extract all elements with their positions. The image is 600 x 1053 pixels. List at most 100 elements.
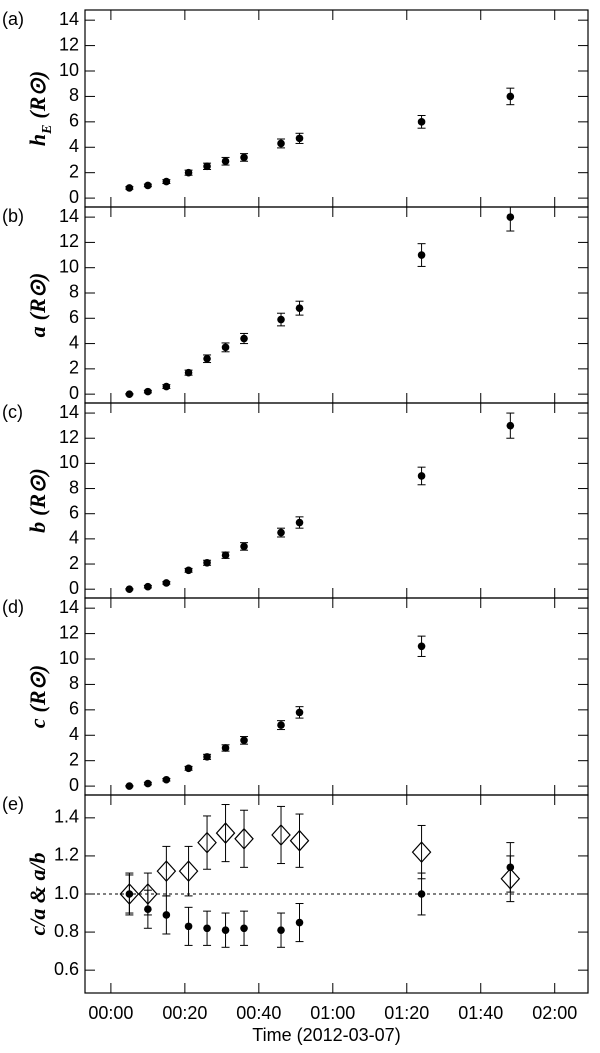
dot-marker <box>184 922 193 931</box>
dot-marker <box>417 890 426 898</box>
dot-marker <box>203 162 211 171</box>
dot-marker <box>417 472 426 480</box>
error-bar <box>506 598 515 599</box>
y-tick-label: 14 <box>59 402 79 422</box>
dot-marker <box>221 157 230 166</box>
dot-marker <box>277 926 285 934</box>
panel-label: (d) <box>2 597 24 617</box>
panel-label: (e) <box>2 794 24 814</box>
y-tick-label: 12 <box>59 622 79 642</box>
error-bar <box>221 804 230 863</box>
error-bar <box>240 809 249 868</box>
x-tick-label: 02:00 <box>532 1003 577 1023</box>
dot-marker <box>507 579 515 587</box>
x-tick-label: 01:40 <box>458 1003 503 1023</box>
y-tick-label: 8 <box>69 477 79 497</box>
x-tick-label: 01:00 <box>310 1003 355 1023</box>
dot-marker <box>203 354 211 363</box>
diamond-marker <box>411 841 432 864</box>
dot-marker <box>240 334 248 343</box>
y-tick-label: 12 <box>59 231 79 251</box>
y-tick-label: 2 <box>69 358 79 378</box>
dot-marker <box>184 168 193 177</box>
dot-marker <box>221 926 230 934</box>
dot-marker <box>295 518 304 527</box>
dot-marker <box>221 744 230 752</box>
y-axis-label-part: c/a & a/b <box>25 852 50 935</box>
dot-marker <box>144 181 152 190</box>
dot-marker <box>184 764 193 773</box>
y-tick-label: 10 <box>59 648 79 668</box>
y-axis-label: c (R⊙) <box>25 665 50 729</box>
dot-marker <box>240 924 248 933</box>
y-tick-label: 10 <box>59 256 79 276</box>
y-tick-label: 2 <box>69 749 79 769</box>
diamond-marker <box>234 827 254 850</box>
x-axis-label: Time (2012-03-07) <box>252 1025 400 1045</box>
y-axis-label: b (R⊙) <box>25 468 50 533</box>
dot-marker <box>417 251 426 259</box>
plot-area <box>125 579 515 790</box>
dot-marker <box>240 153 248 162</box>
error-bar <box>184 845 193 897</box>
error-bar <box>506 855 515 903</box>
error-bar <box>417 824 426 880</box>
y-axis-label-part: (R⊙) <box>25 665 50 713</box>
y-axis-label-part: b <box>25 522 50 533</box>
plot-area <box>125 412 515 593</box>
plot-frame <box>84 206 589 404</box>
dot-marker <box>162 775 171 784</box>
dot-marker <box>144 387 152 396</box>
y-axis-label-part: (R⊙) <box>25 468 50 516</box>
dot-marker <box>295 918 304 927</box>
error-bar <box>143 872 152 916</box>
y-tick-label: 12 <box>59 427 79 447</box>
plot-area <box>125 87 515 192</box>
x-tick-label: 00:20 <box>162 1003 207 1023</box>
dot-marker <box>203 753 211 761</box>
y-axis-label-part: (R⊙) <box>25 71 50 119</box>
y-tick-label: 6 <box>69 111 79 131</box>
dot-marker <box>240 736 248 745</box>
dot-marker <box>506 92 515 101</box>
dot-marker <box>162 579 171 587</box>
error-bar <box>277 805 286 865</box>
error-bar <box>203 815 212 870</box>
dot-marker <box>144 779 152 788</box>
dot-marker <box>221 551 230 560</box>
plot-frame <box>84 402 589 599</box>
y-tick-label: 4 <box>69 136 79 156</box>
diamond-marker <box>197 831 217 854</box>
error-bar <box>162 845 171 897</box>
dot-marker <box>184 566 193 575</box>
y-axis-label-part: h <box>25 134 50 146</box>
diamond-marker <box>156 860 177 883</box>
diamond-marker <box>500 867 521 890</box>
dot-marker <box>277 721 285 729</box>
dot-marker <box>125 782 134 790</box>
y-tick-label: 0 <box>69 187 79 207</box>
y-axis-label-part: (R⊙) <box>25 273 50 321</box>
y-tick-label: 0 <box>69 775 79 795</box>
y-tick-label: 0.6 <box>54 959 79 979</box>
x-tick-label: 00:40 <box>236 1003 281 1023</box>
diamond-marker <box>178 860 199 883</box>
y-tick-label: 8 <box>69 282 79 302</box>
y-tick-label: 10 <box>59 452 79 472</box>
x-tick-label: 00:00 <box>88 1003 133 1023</box>
y-tick-label: 4 <box>69 332 79 352</box>
dot-marker <box>203 924 211 933</box>
y-axis-label: c/a & a/b <box>25 852 50 935</box>
dot-marker <box>295 134 304 143</box>
diamond-marker <box>119 883 140 905</box>
dot-marker <box>162 177 171 186</box>
y-axis-label-part: c <box>25 718 50 728</box>
y-tick-label: 2 <box>69 553 79 573</box>
dot-marker <box>125 184 134 192</box>
y-tick-label: 8 <box>69 85 79 105</box>
diamond-marker <box>289 829 310 852</box>
dot-marker <box>277 139 285 148</box>
y-tick-label: 14 <box>59 206 79 226</box>
error-bar <box>295 813 304 868</box>
